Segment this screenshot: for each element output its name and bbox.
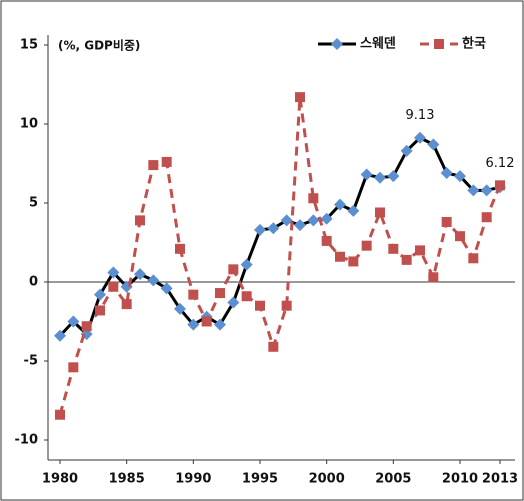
marker: [148, 160, 159, 171]
marker: [415, 245, 425, 256]
marker: [321, 235, 332, 246]
marker: [68, 362, 79, 373]
marker: [240, 258, 253, 271]
marker: [268, 341, 279, 352]
marker: [147, 274, 160, 287]
marker: [427, 138, 440, 151]
x-tick-label: 1980: [42, 472, 78, 487]
legend-label: 한국: [462, 36, 486, 52]
marker: [440, 166, 453, 179]
marker: [81, 321, 92, 332]
marker: [241, 291, 252, 302]
marker: [201, 316, 212, 327]
data-label: 9.13: [406, 108, 435, 123]
marker: [428, 272, 439, 283]
marker: [375, 207, 385, 218]
marker: [187, 318, 200, 331]
x-tick-label: 1985: [109, 472, 145, 487]
marker: [175, 243, 185, 254]
marker: [334, 198, 346, 211]
marker: [227, 296, 240, 309]
y-tick-label: 5: [29, 196, 38, 211]
marker: [214, 318, 226, 331]
marker: [228, 264, 239, 275]
y-axis-label: (%, GDP비중): [58, 38, 140, 53]
series-line: [58, 135, 501, 337]
marker: [348, 256, 359, 267]
marker: [335, 251, 345, 262]
marker: [387, 170, 400, 183]
marker: [254, 223, 266, 236]
legend-marker: [331, 38, 343, 50]
marker: [188, 289, 199, 300]
marker: [95, 305, 105, 316]
marker: [94, 288, 106, 301]
marker: [480, 184, 493, 197]
y-tick-label: 10: [20, 117, 38, 132]
marker: [361, 240, 372, 251]
marker: [54, 329, 66, 342]
legend-label: 스웨덴: [360, 36, 396, 52]
marker: [255, 300, 265, 311]
marker: [135, 215, 145, 226]
y-tick-label: 0: [29, 275, 38, 290]
marker: [401, 254, 412, 265]
x-tick-label: 1990: [175, 472, 211, 487]
data-label: 6.12: [486, 156, 515, 171]
marker: [280, 214, 293, 227]
marker: [107, 266, 120, 279]
marker: [347, 204, 360, 217]
marker: [481, 212, 492, 223]
marker: [121, 299, 132, 310]
marker: [400, 144, 413, 157]
marker: [388, 243, 399, 254]
marker: [308, 193, 319, 204]
marker: [134, 268, 146, 281]
marker: [414, 131, 426, 144]
y-tick-label: -5: [24, 354, 38, 369]
series-line: [58, 96, 502, 416]
marker: [160, 282, 173, 295]
x-tick-label: 2000: [309, 472, 345, 487]
marker: [454, 170, 466, 183]
x-tick-label: 2013: [482, 472, 518, 487]
x-tick-label: 2010: [442, 472, 478, 487]
marker: [320, 212, 333, 225]
marker: [215, 288, 225, 299]
marker: [467, 184, 480, 197]
marker: [468, 253, 479, 264]
y-tick-label: -10: [15, 433, 39, 448]
legend-marker: [434, 39, 444, 49]
x-tick-label: 2005: [375, 472, 411, 487]
marker: [120, 280, 133, 293]
marker: [360, 168, 373, 181]
marker: [307, 214, 320, 227]
marker: [161, 156, 172, 167]
marker: [267, 222, 280, 235]
marker: [281, 300, 292, 311]
marker: [374, 171, 386, 184]
marker: [495, 180, 505, 191]
marker: [108, 281, 119, 292]
marker: [174, 302, 186, 315]
y-tick-label: 15: [20, 38, 38, 53]
marker: [294, 219, 306, 232]
marker: [441, 216, 452, 227]
marker: [455, 231, 465, 242]
marker: [67, 315, 80, 328]
marker: [55, 409, 65, 420]
x-tick-label: 1995: [242, 472, 278, 487]
marker: [295, 92, 305, 103]
